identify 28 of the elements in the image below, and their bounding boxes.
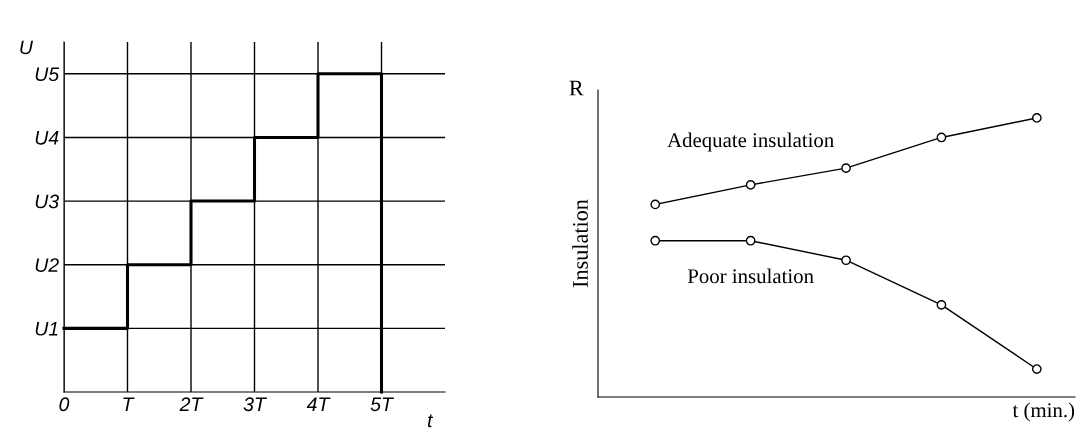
text: U1 (35, 322, 58, 336)
point (1031, 113, 1042, 123)
x-axis-title: t (427, 414, 434, 428)
text: R (569, 80, 584, 96)
text: U2 (35, 258, 59, 272)
x-tick-label: T (123, 397, 135, 411)
y-axis-title: U (20, 40, 34, 55)
series-label: Poor insulation (687, 268, 814, 284)
point (936, 300, 947, 310)
point (745, 235, 756, 246)
text: U5 (35, 67, 60, 82)
point (936, 132, 947, 143)
point (650, 199, 661, 210)
x-axis-title: t (min.) (1012, 402, 1075, 422)
text: U4 (35, 131, 59, 145)
text: U3 (35, 194, 59, 209)
x-tick-label: 5T (370, 397, 394, 412)
x-tick-label: 0 (59, 397, 70, 412)
point (745, 180, 756, 190)
point (841, 255, 851, 266)
point (650, 235, 661, 246)
point (841, 163, 851, 174)
x-tick-label: 2T (179, 397, 204, 411)
series-label: Adequate insulation (667, 132, 834, 152)
point (1031, 364, 1042, 374)
x-tick-label: 3T (243, 397, 267, 412)
x-tick-label: 4T (306, 397, 331, 411)
y-axis-title: Insulation (572, 199, 588, 288)
